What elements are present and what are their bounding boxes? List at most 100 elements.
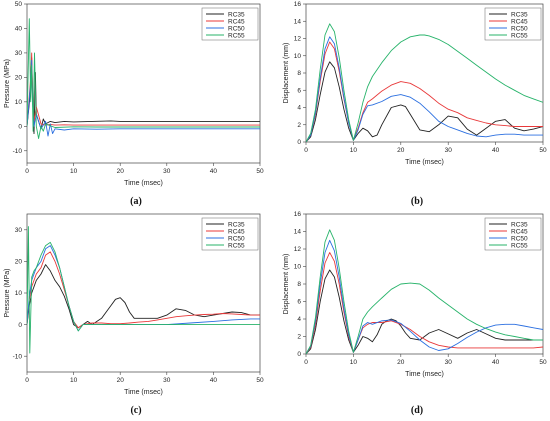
legend-label-rc35: RC35 <box>511 221 528 228</box>
series-line-rc45 <box>306 41 543 142</box>
y-tick-label: 6 <box>297 87 301 94</box>
y-axis-label: Displacement (mm) <box>283 254 290 315</box>
y-tick-label: 0 <box>297 351 301 358</box>
panel-label: (a) <box>130 196 142 207</box>
x-tick-label: 30 <box>163 168 171 175</box>
x-axis-label: Time (msec) <box>124 180 163 187</box>
legend-label-rc55: RC55 <box>228 32 245 39</box>
y-tick-label: -10 <box>13 148 23 155</box>
legend-label-rc45: RC45 <box>511 18 528 25</box>
y-axis-label: Pressure (MPa) <box>4 59 11 108</box>
x-tick-label: 20 <box>117 168 125 175</box>
y-axis-label: Pressure (MPa) <box>4 268 11 317</box>
x-axis-label: Time (msec) <box>405 159 444 166</box>
x-tick-label: 10 <box>70 377 78 384</box>
plot-frame <box>26 3 261 164</box>
x-tick-label: 40 <box>210 168 218 175</box>
legend-label-rc35: RC35 <box>511 11 528 18</box>
legend-label-rc35: RC35 <box>228 11 245 18</box>
x-tick-label: 50 <box>539 359 547 366</box>
y-tick-label: 0 <box>18 124 22 131</box>
y-tick-label: 12 <box>294 246 302 253</box>
series-layer <box>306 23 543 142</box>
x-tick-label: 20 <box>397 147 405 154</box>
legend-label-rc55: RC55 <box>511 32 528 39</box>
x-tick-label: 50 <box>256 377 264 384</box>
y-tick-label: 8 <box>297 70 301 77</box>
chart-panel-2: 0 10 20 30 40 50 0 2 4 6 8 10 12 14 16 Time (msec) Displ… <box>283 1 547 207</box>
x-tick-label: 50 <box>256 168 264 175</box>
y-tick-label: 20 <box>15 259 23 266</box>
y-tick-label: 2 <box>297 122 301 129</box>
legend-label-rc35: RC35 <box>228 221 245 228</box>
y-tick-label: 10 <box>15 290 23 297</box>
x-tick-label: 30 <box>163 377 171 384</box>
y-tick-label: 0 <box>297 139 301 146</box>
series-line-rc45 <box>27 52 260 127</box>
series-layer <box>306 229 543 354</box>
y-tick-label: 30 <box>15 227 23 234</box>
series-layer <box>27 18 260 139</box>
y-tick-label: 0 <box>18 322 22 329</box>
y-tick-label: 16 <box>294 211 302 218</box>
x-tick-label: 30 <box>445 147 453 154</box>
chart-panel-4: 0 10 20 30 40 50 0 2 4 6 8 10 12 14 16 Time (msec) Displ… <box>283 211 547 416</box>
y-tick-label: 30 <box>15 50 23 57</box>
series-line-rc35 <box>306 269 543 354</box>
legend-label-rc45: RC45 <box>228 228 245 235</box>
x-tick-label: 40 <box>492 147 500 154</box>
y-tick-label: 20 <box>15 75 23 82</box>
series-line-rc35 <box>27 57 260 135</box>
x-tick-label: 10 <box>350 359 358 366</box>
x-tick-label: 0 <box>25 168 29 175</box>
series-line-rc55 <box>27 18 260 139</box>
y-axis-label: Displacement (mm) <box>283 43 290 104</box>
x-tick-label: 10 <box>350 147 358 154</box>
y-tick-label: -10 <box>13 353 23 360</box>
y-tick-label: 10 <box>15 99 23 106</box>
y-tick-label: 40 <box>15 26 23 33</box>
legend-label-rc55: RC55 <box>511 242 528 249</box>
x-tick-label: 40 <box>210 377 218 384</box>
x-tick-label: 20 <box>397 359 405 366</box>
series-line-rc50 <box>306 239 543 354</box>
x-tick-label: 10 <box>70 168 78 175</box>
y-tick-label: 4 <box>297 316 301 323</box>
y-tick-label: 10 <box>294 264 302 271</box>
legend-label-rc50: RC50 <box>511 235 528 242</box>
x-tick-label: 40 <box>492 359 500 366</box>
series-line-rc50 <box>306 36 543 142</box>
x-tick-label: 0 <box>304 359 308 366</box>
y-tick-label: 6 <box>297 299 301 306</box>
legend-label-rc45: RC45 <box>511 228 528 235</box>
series-layer <box>27 226 260 354</box>
series-line-rc35 <box>306 61 543 142</box>
chart-panel-1: 0 10 20 30 40 50 -10 0 10 20 30 40 50 Time (msec) Pres… <box>4 1 264 207</box>
series-line-rc55 <box>306 229 543 354</box>
x-tick-label: 0 <box>304 147 308 154</box>
y-tick-label: 2 <box>297 334 301 341</box>
series-line-rc35 <box>27 264 260 329</box>
y-tick-label: 14 <box>294 18 302 25</box>
legend-label-rc50: RC50 <box>511 25 528 32</box>
legend-label-rc50: RC50 <box>228 25 245 32</box>
series-line-rc45 <box>27 251 260 329</box>
legend-label-rc50: RC50 <box>228 235 245 242</box>
y-tick-label: 12 <box>294 36 302 43</box>
series-line-rc55 <box>27 226 260 354</box>
legend-label-rc55: RC55 <box>228 242 245 249</box>
panel-label: (d) <box>411 405 423 416</box>
panel-label: (b) <box>411 196 423 207</box>
x-tick-label: 50 <box>539 147 547 154</box>
legend-label-rc45: RC45 <box>228 18 245 25</box>
y-tick-label: 10 <box>294 53 302 60</box>
y-tick-label: 50 <box>15 1 23 8</box>
x-tick-label: 30 <box>445 359 453 366</box>
x-axis-label: Time (msec) <box>405 371 444 378</box>
y-tick-label: 4 <box>297 105 301 112</box>
